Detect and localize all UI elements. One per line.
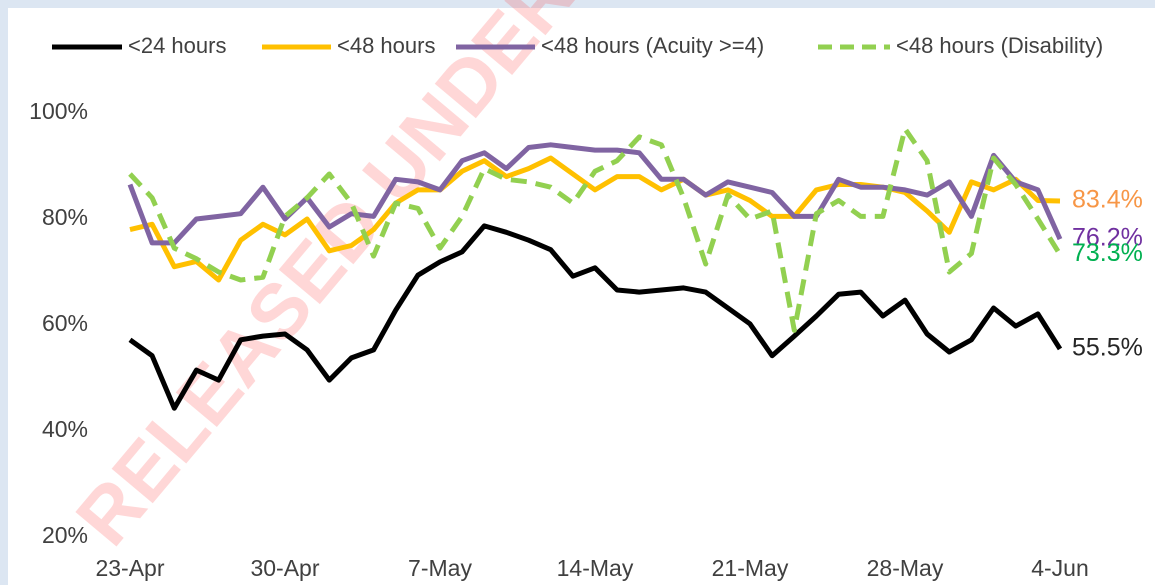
x-tick-label: 30-Apr bbox=[250, 555, 319, 581]
legend-label: <48 hours (Acuity >=4) bbox=[541, 33, 764, 58]
y-tick-label: 100% bbox=[29, 98, 88, 124]
y-tick-label: 60% bbox=[42, 310, 88, 336]
y-tick-label: 20% bbox=[42, 522, 88, 548]
series-line bbox=[129, 155, 1061, 283]
end-label: 83.4% bbox=[1072, 186, 1143, 214]
x-tick-label: 28-May bbox=[867, 555, 944, 581]
series-line bbox=[128, 126, 1063, 333]
legend-label: <24 hours bbox=[128, 33, 226, 58]
end-label: 55.5% bbox=[1072, 333, 1143, 361]
x-tick-label: 4-Jun bbox=[1031, 555, 1089, 581]
series-line bbox=[128, 223, 1063, 411]
series-line bbox=[127, 142, 1063, 246]
plot-background bbox=[8, 8, 1155, 585]
x-tick-label: 23-Apr bbox=[95, 555, 164, 581]
x-tick-label: 14-May bbox=[557, 555, 634, 581]
y-tick-label: 40% bbox=[42, 416, 88, 442]
end-label: 73.3% bbox=[1072, 239, 1143, 267]
x-tick-label: 7-May bbox=[408, 555, 472, 581]
y-tick-label: 80% bbox=[42, 204, 88, 230]
end-label: 76.2% bbox=[1072, 224, 1143, 252]
legend-label: <48 hours (Disability) bbox=[896, 33, 1103, 58]
x-tick-label: 21-May bbox=[712, 555, 789, 581]
legend-label: <48 hours bbox=[337, 33, 435, 58]
